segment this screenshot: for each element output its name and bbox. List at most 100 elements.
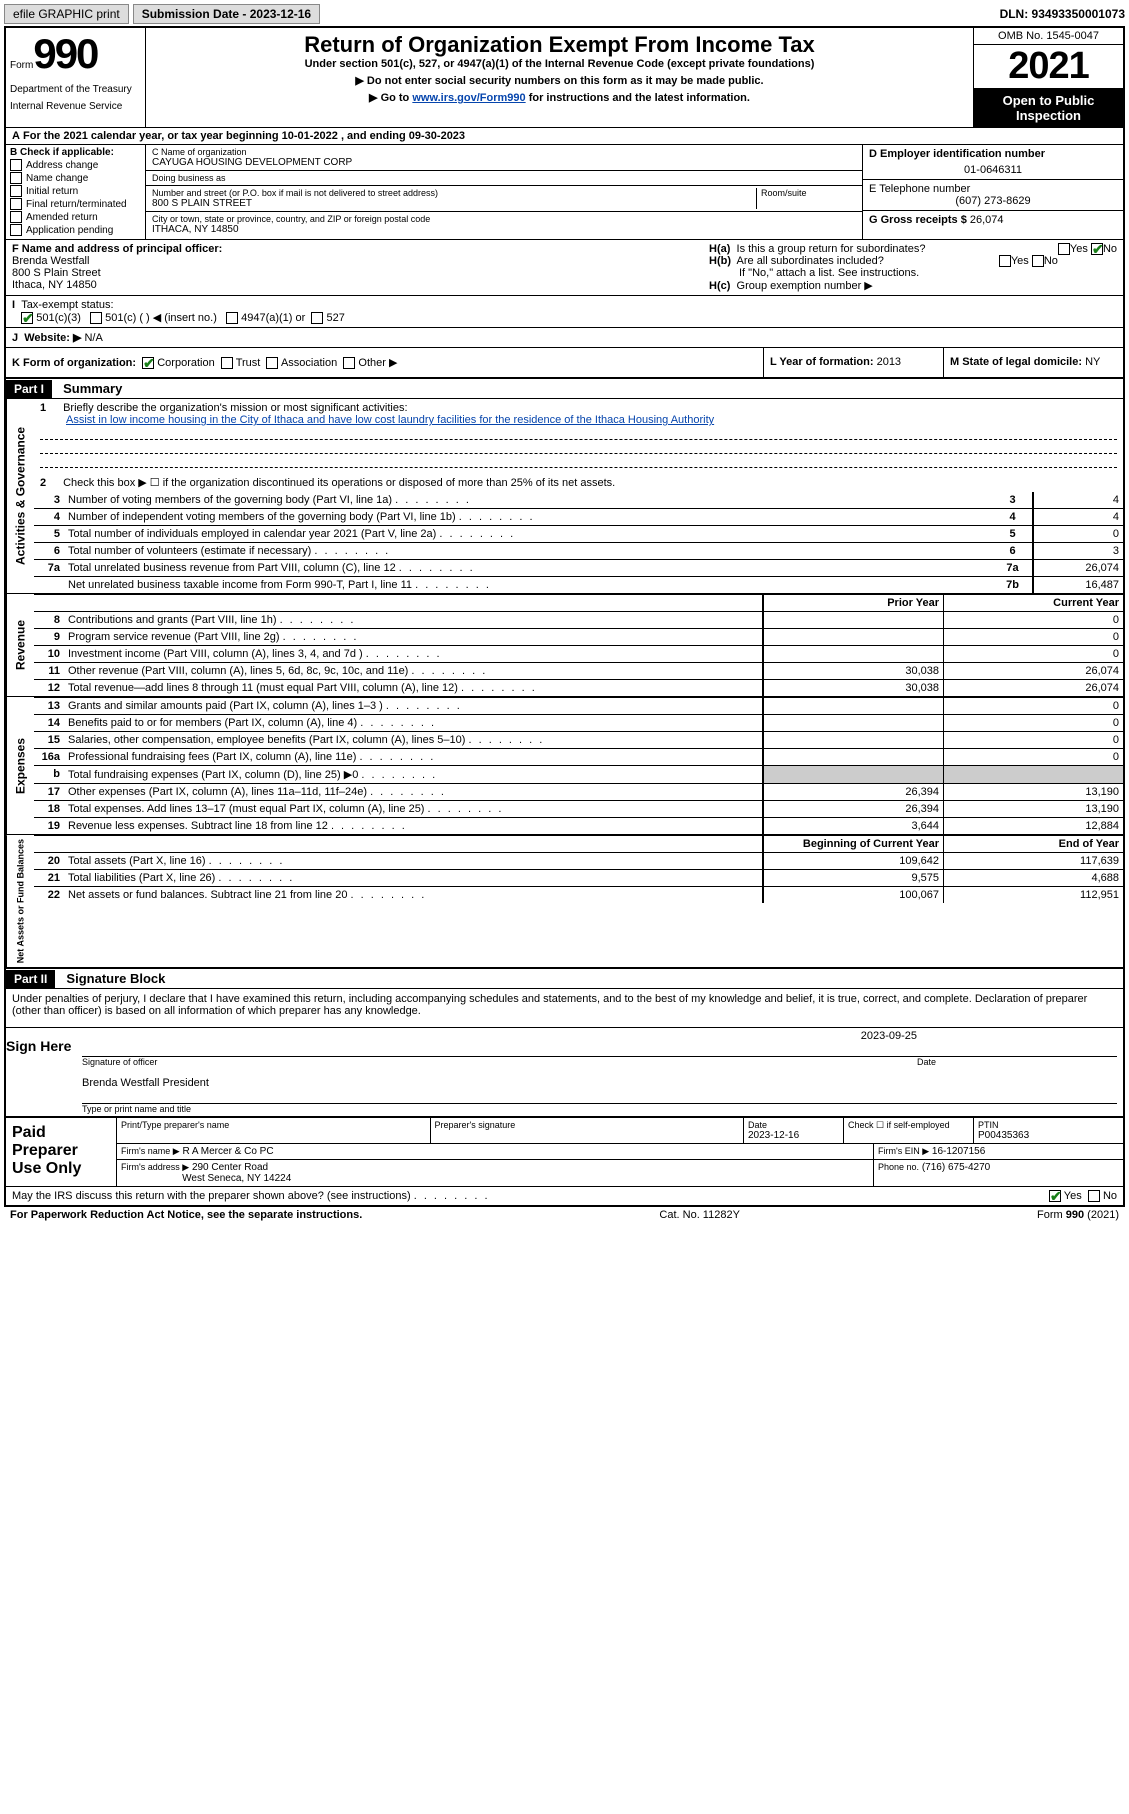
line-value: 4 (1033, 509, 1123, 525)
chk-corp[interactable] (142, 357, 154, 369)
open-public-badge: Open to Public Inspection (974, 89, 1123, 127)
chk-ha-no[interactable] (1091, 243, 1103, 255)
goto-text: Go to (381, 92, 413, 104)
chk-4947[interactable] (226, 312, 238, 324)
officer-addr1: 800 S Plain Street (12, 267, 101, 279)
current-value: 0 (943, 698, 1123, 714)
data-line: 9Program service revenue (Part VIII, lin… (34, 628, 1123, 645)
data-line: 20Total assets (Part X, line 16) 109,642… (34, 852, 1123, 869)
chk-address-change[interactable] (10, 159, 22, 171)
row-l-year: L Year of formation: 2013 (763, 348, 943, 377)
line-num: 15 (34, 732, 64, 748)
row-j-prefix: J (12, 332, 18, 344)
chk-501c[interactable] (90, 312, 102, 324)
officer-addr2: Ithaca, NY 14850 (12, 279, 97, 291)
row-k-form-org: K Form of organization: Corporation Trus… (6, 348, 763, 377)
current-value: 13,190 (943, 801, 1123, 817)
chk-discuss-no[interactable] (1088, 1190, 1100, 1202)
data-line: 15Salaries, other compensation, employee… (34, 731, 1123, 748)
row-i-status: I Tax-exempt status: 501(c)(3) 501(c) ( … (6, 296, 703, 327)
row-a-period: A For the 2021 calendar year, or tax yea… (6, 128, 1123, 145)
lbl-trust: Trust (236, 357, 261, 369)
data-line: 10Investment income (Part VIII, column (… (34, 645, 1123, 662)
chk-527[interactable] (311, 312, 323, 324)
chk-hb-yes[interactable] (999, 255, 1011, 267)
hb-text: Are all subordinates included? (737, 255, 884, 267)
data-line: 16aProfessional fundraising fees (Part I… (34, 748, 1123, 765)
prep-sig-label: Preparer's signature (435, 1120, 740, 1130)
lbl-501c: 501(c) ( ) ◀ (insert no.) (105, 312, 217, 324)
chk-name-change[interactable] (10, 172, 22, 184)
line-num: 20 (34, 853, 64, 869)
firm-phone: (716) 675-4270 (922, 1162, 990, 1173)
form990-link[interactable]: www.irs.gov/Form990 (412, 92, 525, 104)
row-m-label: M State of legal domicile: (950, 356, 1082, 368)
current-value: 0 (943, 749, 1123, 765)
part1-badge: Part I (6, 380, 52, 398)
line-num (34, 577, 64, 593)
row-l-label: L Year of formation: (770, 356, 874, 368)
chk-initial-return[interactable] (10, 185, 22, 197)
row-i-prefix: I (12, 299, 15, 311)
line-text: Number of independent voting members of … (64, 509, 993, 525)
irs-label: Internal Revenue Service (10, 101, 141, 112)
chk-discuss-yes[interactable] (1049, 1190, 1061, 1202)
chk-ha-yes[interactable] (1058, 243, 1070, 255)
data-line: 17Other expenses (Part IX, column (A), l… (34, 783, 1123, 800)
prior-value: 30,038 (763, 663, 943, 679)
line-num: 5 (34, 526, 64, 542)
chk-501c3[interactable] (21, 312, 33, 324)
room-label: Room/suite (761, 188, 856, 198)
goto-tail: for instructions and the latest informat… (526, 92, 750, 104)
current-value: 0 (943, 732, 1123, 748)
mission-blank-2 (40, 440, 1117, 454)
vtab-net-assets: Net Assets or Fund Balances (6, 835, 34, 967)
part2-title: Signature Block (58, 969, 173, 988)
line-text: Number of voting members of the governin… (64, 492, 993, 508)
col-b-checkboxes: B Check if applicable: Address change Na… (6, 145, 146, 239)
prep-selfemp-label: Check ☐ if self-employed (843, 1118, 973, 1143)
chk-assoc[interactable] (266, 357, 278, 369)
chk-app-pending[interactable] (10, 224, 22, 236)
hdr-current-year: Current Year (943, 595, 1123, 611)
part2-badge: Part II (6, 970, 55, 988)
line-num: 12 (34, 680, 64, 696)
lbl-527: 527 (326, 312, 344, 324)
line-value: 3 (1033, 543, 1123, 559)
dln-label: DLN: 93493350001073 (1000, 7, 1125, 21)
current-value: 13,190 (943, 784, 1123, 800)
efile-button[interactable]: efile GRAPHIC print (4, 4, 129, 24)
lbl-assoc: Association (281, 357, 337, 369)
line-label: 6 (993, 543, 1033, 559)
ha-label: H(a) (709, 243, 730, 255)
chk-trust[interactable] (221, 357, 233, 369)
line-text: Professional fundraising fees (Part IX, … (64, 749, 763, 765)
line-text: Net unrelated business taxable income fr… (64, 577, 993, 593)
lbl-hb-yes: Yes (1011, 255, 1029, 267)
lbl-ha-yes: Yes (1070, 243, 1088, 255)
mission-text[interactable]: Assist in low income housing in the City… (66, 414, 714, 426)
sig-date-label: Date (917, 1057, 1117, 1067)
gov-line: Net unrelated business taxable income fr… (34, 576, 1123, 593)
addr-label: Number and street (or P.O. box if mail i… (152, 188, 756, 198)
mission-blank-1 (40, 426, 1117, 440)
ein-label: D Employer identification number (869, 148, 1117, 160)
prior-value (763, 732, 943, 748)
chk-final-return[interactable] (10, 198, 22, 210)
chk-amended[interactable] (10, 211, 22, 223)
current-value: 26,074 (943, 663, 1123, 679)
chk-other[interactable] (343, 357, 355, 369)
hc-text: Group exemption number ▶ (737, 280, 873, 292)
hb-note: If "No," attach a list. See instructions… (709, 267, 1117, 279)
line-num: 21 (34, 870, 64, 886)
lbl-initial-return: Initial return (26, 186, 78, 197)
row-j-label: Website: ▶ (24, 332, 81, 344)
prior-value (763, 715, 943, 731)
data-line: 21Total liabilities (Part X, line 26) 9,… (34, 869, 1123, 886)
hdr-end-year: End of Year (943, 836, 1123, 852)
current-value: 0 (943, 629, 1123, 645)
chk-hb-no[interactable] (1032, 255, 1044, 267)
line-num: 4 (34, 509, 64, 525)
addr-value: 800 S PLAIN STREET (152, 198, 756, 209)
line-text: Benefits paid to or for members (Part IX… (64, 715, 763, 731)
